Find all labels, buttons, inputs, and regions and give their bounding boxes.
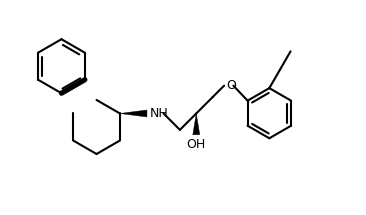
Polygon shape xyxy=(120,110,147,117)
Text: O: O xyxy=(226,79,236,92)
Polygon shape xyxy=(193,114,200,135)
Text: NH: NH xyxy=(150,107,168,120)
Text: OH: OH xyxy=(187,138,206,151)
